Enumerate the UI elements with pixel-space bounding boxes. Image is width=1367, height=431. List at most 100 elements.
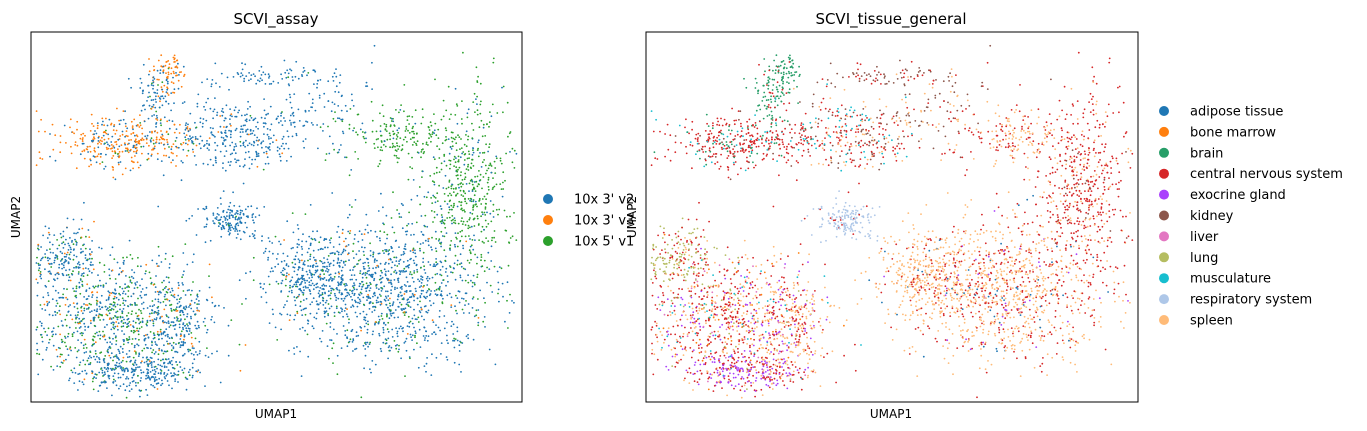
scatter-point	[446, 294, 449, 297]
scatter-point	[98, 261, 101, 264]
scatter-point	[117, 372, 120, 375]
scatter-point	[187, 138, 190, 140]
scatter-point	[35, 164, 38, 167]
scatter-point	[106, 124, 109, 127]
scatter-point	[153, 378, 156, 380]
scatter-point	[343, 283, 346, 286]
scatter-point	[189, 293, 192, 296]
scatter-point	[131, 127, 134, 129]
scatter-point	[489, 284, 492, 287]
scatter-point	[76, 144, 79, 147]
scatter-point	[75, 241, 78, 244]
scatter-point	[430, 246, 432, 249]
scatter-point	[489, 164, 492, 166]
scatter-point	[346, 345, 349, 348]
scatter-point	[77, 389, 79, 391]
scatter-point	[338, 117, 341, 120]
scatter-point	[92, 388, 95, 391]
scatter-point	[232, 76, 235, 78]
scatter-point	[75, 167, 78, 170]
scatter-point	[315, 283, 318, 286]
scatter-point	[450, 296, 453, 299]
scatter-point	[68, 268, 71, 271]
scatter-point	[985, 283, 988, 286]
scatter-point	[431, 180, 434, 183]
scatter-point	[234, 158, 236, 161]
scatter-point	[315, 286, 318, 289]
scatter-point	[350, 295, 352, 298]
scatter-point	[307, 286, 309, 289]
scatter-point	[163, 373, 166, 375]
scatter-point	[90, 303, 92, 306]
scatter-point	[252, 119, 255, 122]
scatter-point	[60, 338, 63, 341]
scatter-point	[399, 137, 402, 140]
scatter-point	[928, 273, 931, 276]
scatter-point	[104, 165, 107, 168]
scatter-point	[230, 160, 232, 163]
scatter-point	[381, 271, 383, 274]
scatter-point	[264, 117, 266, 120]
scatter-point	[297, 238, 300, 241]
scatter-point	[425, 277, 428, 280]
scatter-point	[116, 261, 119, 264]
scatter-point	[97, 274, 99, 276]
scatter-point	[483, 159, 485, 161]
scatter-point	[440, 214, 443, 216]
scatter-point	[319, 126, 322, 129]
scatter-point	[435, 261, 438, 264]
scatter-point	[44, 284, 47, 287]
scatter-point	[141, 152, 143, 155]
scatter-point	[303, 69, 306, 72]
scatter-point	[102, 318, 105, 321]
scatter-point	[145, 374, 148, 377]
scatter-point	[331, 287, 334, 290]
scatter-point	[253, 237, 256, 240]
scatter-point	[119, 135, 122, 137]
scatter-point	[327, 303, 330, 305]
scatter-point	[484, 301, 486, 304]
scatter-point	[1022, 301, 1025, 304]
scatter-point	[112, 176, 115, 179]
scatter-point	[141, 132, 144, 135]
scatter-point	[335, 307, 338, 310]
scatter-point	[267, 237, 270, 239]
scatter-point	[161, 88, 164, 91]
scatter-point	[461, 342, 464, 344]
scatter-point	[268, 137, 270, 140]
scatter-point	[228, 233, 231, 236]
scatter-point	[79, 137, 82, 140]
scatter-point	[178, 320, 180, 322]
scatter-point	[965, 295, 968, 298]
scatter-point	[161, 135, 164, 137]
scatter-point	[156, 265, 159, 267]
scatter-point	[455, 142, 458, 145]
scatter-point	[406, 140, 408, 143]
scatter-point	[122, 292, 124, 295]
scatter-point	[153, 318, 156, 320]
scatter-point	[138, 322, 141, 325]
scatter-point	[97, 153, 100, 156]
scatter-point	[283, 147, 286, 150]
scatter-point	[328, 307, 331, 310]
scatter-point	[388, 281, 390, 284]
scatter-point	[92, 285, 95, 288]
scatter-point	[431, 319, 434, 322]
scatter-point	[92, 377, 94, 380]
scatter-point	[352, 105, 355, 107]
scatter-point	[344, 264, 346, 266]
scatter-point	[438, 184, 440, 187]
scatter-point	[962, 329, 964, 332]
scatter-point	[296, 251, 298, 254]
scatter-point	[379, 125, 382, 127]
scatter-point	[88, 302, 91, 305]
scatter-point	[124, 293, 127, 295]
scatter-point	[462, 189, 465, 192]
scatter-point	[362, 262, 365, 265]
scatter-point	[400, 216, 403, 219]
scatter-point	[105, 313, 108, 316]
scatter-point	[130, 160, 133, 163]
scatter-point	[488, 121, 491, 124]
scatter-point	[365, 137, 367, 140]
scatter-point	[445, 284, 447, 287]
